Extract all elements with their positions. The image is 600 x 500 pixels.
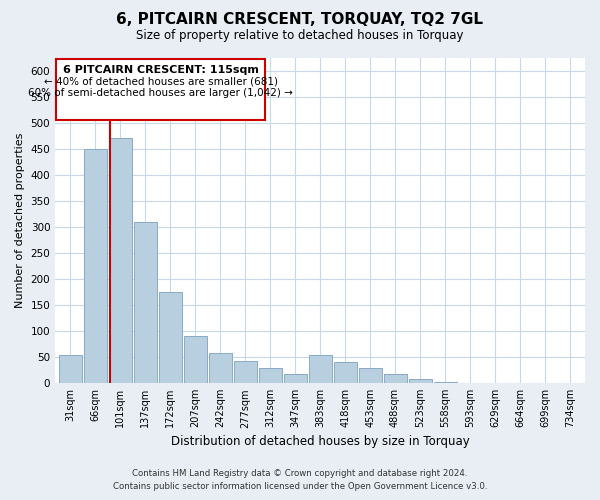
Text: 6 PITCAIRN CRESCENT: 115sqm: 6 PITCAIRN CRESCENT: 115sqm <box>63 66 259 76</box>
Bar <box>83 148 107 383</box>
Bar <box>434 382 457 383</box>
Bar <box>308 354 332 383</box>
Bar <box>109 138 131 383</box>
Y-axis label: Number of detached properties: Number of detached properties <box>15 132 25 308</box>
Bar <box>284 374 307 383</box>
Text: 60% of semi-detached houses are larger (1,042) →: 60% of semi-detached houses are larger (… <box>28 88 293 98</box>
Bar <box>233 362 257 383</box>
Text: Contains HM Land Registry data © Crown copyright and database right 2024.
Contai: Contains HM Land Registry data © Crown c… <box>113 469 487 491</box>
Bar <box>259 368 281 383</box>
Bar <box>59 354 82 383</box>
Bar <box>359 368 382 383</box>
FancyBboxPatch shape <box>56 59 265 120</box>
Bar <box>184 336 206 383</box>
Bar <box>209 353 232 383</box>
Bar <box>383 374 407 383</box>
Bar <box>334 362 356 383</box>
Bar <box>134 222 157 383</box>
Bar <box>158 292 182 383</box>
X-axis label: Distribution of detached houses by size in Torquay: Distribution of detached houses by size … <box>171 434 469 448</box>
Bar <box>409 379 431 383</box>
Text: ← 40% of detached houses are smaller (681): ← 40% of detached houses are smaller (68… <box>44 77 278 87</box>
Text: 6, PITCAIRN CRESCENT, TORQUAY, TQ2 7GL: 6, PITCAIRN CRESCENT, TORQUAY, TQ2 7GL <box>116 12 484 28</box>
Text: Size of property relative to detached houses in Torquay: Size of property relative to detached ho… <box>136 29 464 42</box>
